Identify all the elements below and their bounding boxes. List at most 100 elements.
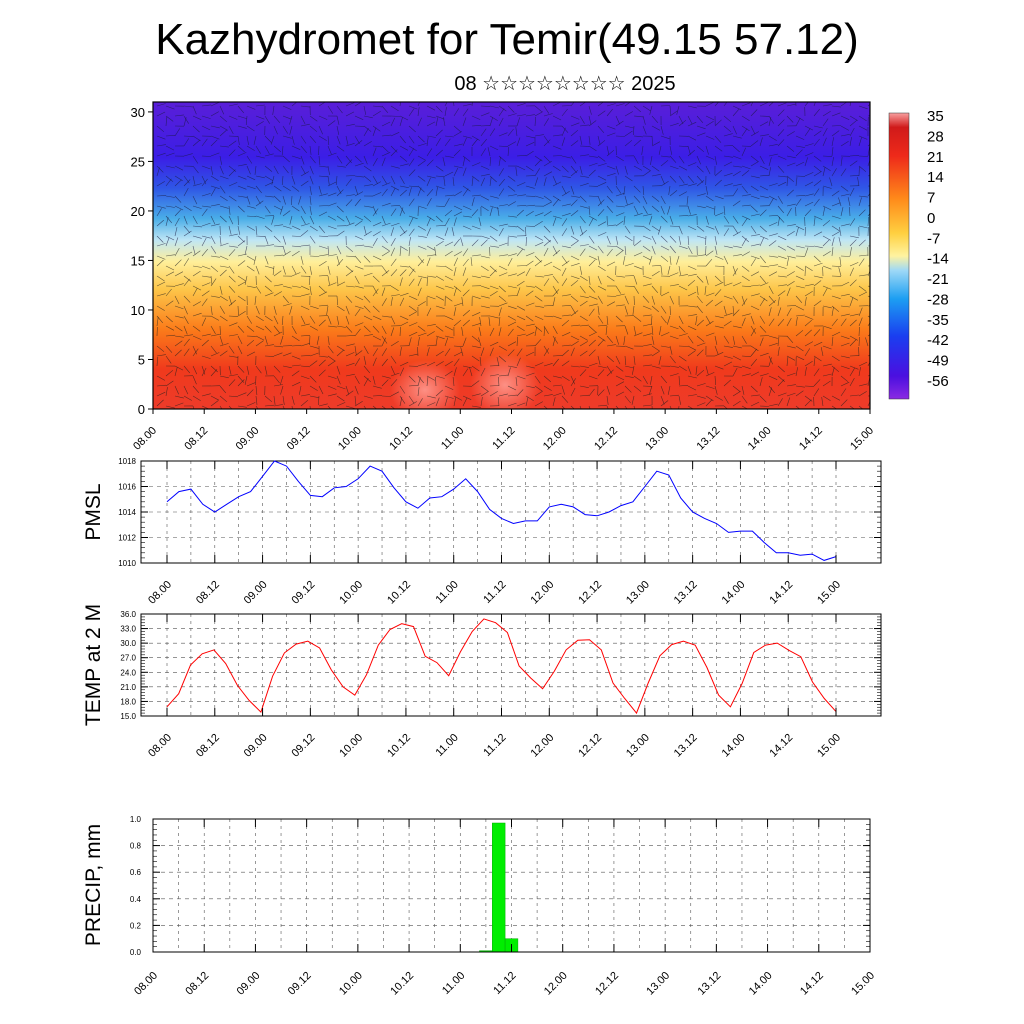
wind-barb (470, 257, 473, 267)
wind-barb (723, 345, 733, 348)
wind-barb (408, 185, 419, 188)
wind-barb (723, 282, 733, 287)
wind-barb (516, 348, 523, 357)
wind-barb (687, 279, 696, 287)
wind-barb (667, 315, 671, 325)
wind-barb (210, 188, 216, 197)
wind-barb (291, 325, 297, 334)
wind-barb (327, 325, 337, 328)
wind-barb (696, 383, 706, 387)
wind-barb (561, 127, 566, 137)
wind-barb (498, 302, 508, 307)
wind-barb (822, 265, 832, 270)
wind-barb (777, 175, 788, 178)
wind-barb (192, 345, 197, 355)
wind-barb (588, 135, 591, 145)
wind-barb (777, 235, 787, 241)
wind-barb (615, 235, 619, 245)
wind-barb (687, 175, 695, 183)
wind-barb (606, 103, 616, 107)
wind-barb (561, 314, 571, 317)
wind-barb (426, 137, 429, 147)
wind-barb (849, 155, 860, 157)
wind-barb (444, 325, 454, 331)
wind-barb (336, 189, 344, 197)
wind-barb (291, 364, 301, 367)
wind-barb (165, 387, 168, 397)
wind-barb (156, 165, 164, 173)
wind-barb (210, 275, 213, 285)
wind-barb (741, 335, 747, 344)
wind-barb (399, 321, 409, 327)
wind-barb (246, 135, 249, 145)
wind-barb (192, 125, 200, 133)
wind-barb (714, 385, 718, 395)
wind-barb (840, 193, 850, 197)
wind-barb (309, 185, 312, 195)
wind-barb (354, 162, 364, 167)
wind-barb (623, 185, 626, 195)
wind-barb (777, 284, 787, 287)
wind-barb (498, 132, 508, 137)
wind-barb (363, 155, 368, 165)
wind-barb (723, 379, 731, 387)
wind-barb (516, 103, 526, 107)
wind-barb (786, 245, 796, 251)
wind-barb (309, 305, 319, 309)
wind-barb (858, 115, 867, 122)
wind-barb (669, 305, 671, 316)
wind-barb (525, 142, 535, 147)
wind-barb (831, 130, 840, 137)
wind-barb (552, 397, 556, 407)
wind-barb (390, 269, 398, 277)
wind-barb (624, 355, 627, 366)
wind-barb (488, 317, 491, 327)
wind-barb (831, 331, 841, 337)
wind-barb (174, 237, 179, 247)
wind-barb (201, 165, 211, 170)
wind-barb (219, 265, 229, 268)
wind-barb (219, 175, 229, 180)
precip-y-tick-label: 0.6 (130, 868, 142, 877)
wind-barb (696, 145, 705, 153)
wind-barb (606, 261, 616, 267)
wind-barb (480, 125, 491, 127)
wind-barb (795, 275, 805, 280)
colorbar-label: 0 (927, 210, 935, 227)
wind-barb (210, 139, 218, 147)
wind-barb (471, 175, 480, 182)
wind-barb (300, 255, 304, 265)
wind-barb (417, 346, 419, 357)
wind-barb (192, 312, 202, 317)
wind-barb (543, 375, 551, 383)
wind-barb (318, 193, 328, 197)
wind-barb (192, 395, 201, 401)
wind-barb (480, 235, 490, 239)
wind-barb (570, 324, 581, 327)
wind-barb (273, 331, 283, 337)
wind-barb (615, 293, 625, 297)
wind-barb (444, 335, 454, 339)
wind-barb (435, 225, 446, 227)
wind-barb (822, 239, 830, 247)
wind-barb (561, 332, 571, 337)
wind-barb (318, 291, 328, 297)
wind-barb (858, 165, 867, 172)
chart-title: Kazhydromet for Temir(49.15 57.12) (155, 15, 859, 64)
wind-barb (345, 215, 351, 225)
wind-barb (858, 135, 868, 140)
wind-barb (651, 115, 659, 123)
wind-barb (714, 300, 723, 307)
wind-barb (822, 345, 832, 350)
wind-barb (426, 105, 436, 111)
wind-barb (660, 332, 670, 337)
wind-barb (732, 215, 739, 224)
colorbar-label: -56 (927, 373, 949, 390)
wind-barb (408, 353, 418, 357)
wind-barb (687, 325, 697, 331)
wind-barb (435, 285, 445, 290)
wind-barb (165, 116, 168, 127)
wind-barb (633, 105, 641, 113)
temp-x-tick-label: 10.00 (337, 732, 365, 760)
